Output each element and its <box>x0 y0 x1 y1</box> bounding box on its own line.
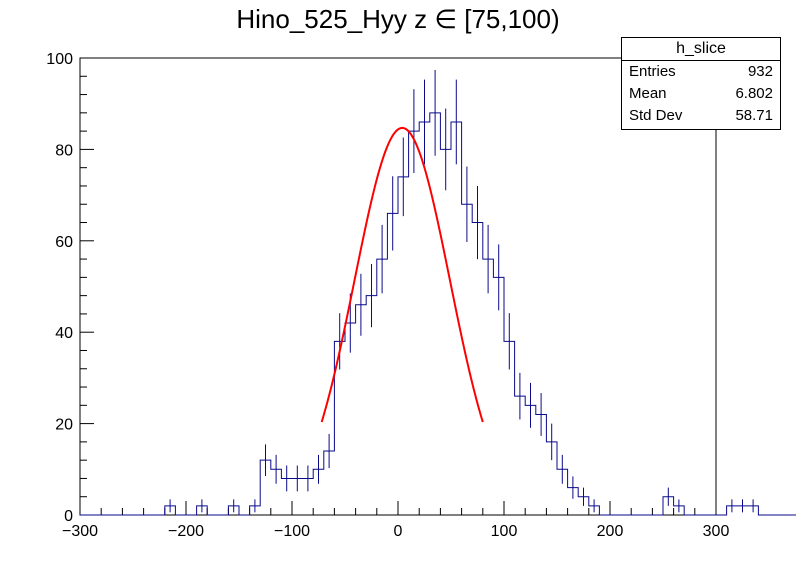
x-tick-label: 200 <box>597 523 624 540</box>
gaussian-fit-curve <box>320 126 484 423</box>
stats-row-stddev: Std Dev 58.71 <box>622 105 780 127</box>
x-tick-label: −200 <box>168 523 204 540</box>
chart-title: Hino_525_Hyy z ∈ [75,100) <box>236 4 560 34</box>
y-tick-label: 60 <box>55 234 73 251</box>
y-tick-label: 100 <box>46 51 73 68</box>
x-tick-label: −300 <box>62 523 98 540</box>
y-tick-label: 80 <box>55 142 73 159</box>
y-tick-label: 0 <box>64 508 73 525</box>
stats-value: 932 <box>747 63 773 80</box>
stats-label: Mean <box>629 85 667 102</box>
stats-label: Entries <box>629 63 676 80</box>
stats-histogram-name: h_slice <box>622 38 780 61</box>
stats-row-entries: Entries 932 <box>622 61 780 83</box>
axes: −300 −200 −100 0 100 200 300 0 20 40 60 80 100 <box>46 51 729 540</box>
histogram-line <box>80 112 796 516</box>
x-tick-label: −100 <box>274 523 310 540</box>
y-tick-label: 40 <box>55 325 73 342</box>
stats-box: h_slice Entries 932 Mean 6.802 Std Dev 5… <box>621 37 781 130</box>
stats-value: 58.71 <box>735 107 773 124</box>
stats-value: 6.802 <box>735 85 773 102</box>
x-tick-label: 100 <box>491 523 518 540</box>
x-tick-label: 0 <box>394 523 403 540</box>
stats-row-mean: Mean 6.802 <box>622 83 780 105</box>
x-tick-label: 300 <box>703 523 730 540</box>
stats-label: Std Dev <box>629 107 683 124</box>
y-tick-label: 20 <box>55 417 73 434</box>
